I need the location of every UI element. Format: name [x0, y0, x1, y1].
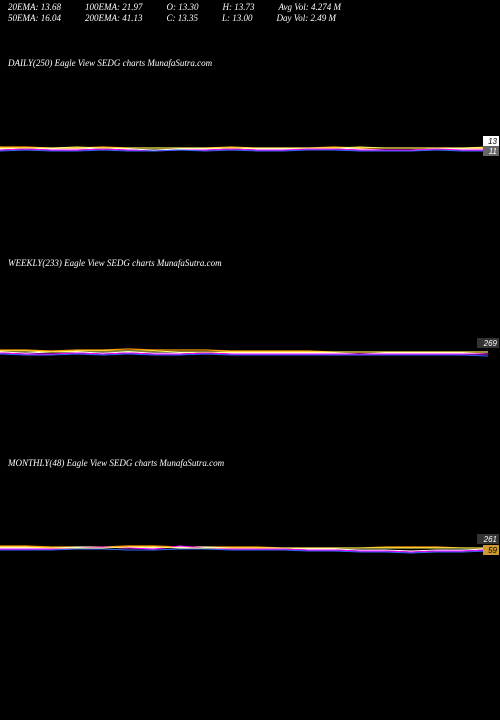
stat-item: C: 13.35	[167, 13, 199, 24]
panel-title: DAILY(250) Eagle View SEDG charts Munafa…	[0, 56, 220, 74]
axis-label: 269	[483, 339, 498, 348]
panel-title: WEEKLY(233) Eagle View SEDG charts Munaf…	[0, 256, 230, 274]
panel-title: MONTHLY(48) Eagle View SEDG charts Munaf…	[0, 456, 232, 474]
right-label: 13	[483, 136, 499, 146]
stat-item: 20EMA: 13.68	[8, 2, 61, 13]
stat-item: Avg Vol: 4.274 M	[279, 2, 342, 13]
stat-row-1: 20EMA: 13.68 100EMA: 21.97 O: 13.30 H: 13.7…	[8, 2, 492, 13]
right-label: 59	[483, 545, 499, 555]
series-line	[0, 353, 488, 354]
series-line	[0, 354, 488, 356]
series-line	[0, 547, 488, 548]
axis-label: 59	[488, 546, 497, 555]
series-line	[0, 149, 488, 151]
axis-label: 261	[483, 535, 497, 544]
series-line	[0, 351, 488, 352]
stat-item: 200EMA: 41.13	[85, 13, 143, 24]
right-label: 269	[477, 338, 499, 348]
series-line	[0, 546, 488, 552]
series-line	[0, 352, 488, 354]
chart-overlay: 1311 269 261 59	[0, 0, 500, 720]
stat-item: Day Vol: 2.49 M	[277, 13, 337, 24]
series-line	[0, 546, 488, 548]
series-line	[0, 349, 488, 352]
header-stats: 20EMA: 13.68 100EMA: 21.97 O: 13.30 H: 13.7…	[0, 0, 500, 28]
series-line	[0, 549, 488, 553]
axis-label: 13	[488, 137, 497, 146]
right-label: 261	[477, 534, 499, 544]
stat-item: 100EMA: 21.97	[85, 2, 143, 13]
series-line	[0, 547, 488, 551]
stat-item: 50EMA: 16.04	[8, 13, 61, 24]
stat-row-2: 50EMA: 16.04 200EMA: 41.13 C: 13.35 L: 13.0…	[8, 13, 492, 24]
axis-label: 11	[489, 147, 497, 156]
series-line	[0, 147, 488, 148]
stat-item: H: 13.73	[223, 2, 255, 13]
series-line	[0, 148, 488, 150]
stat-item: L: 13.00	[222, 13, 253, 24]
right-label: 11	[483, 146, 499, 156]
series-line	[0, 150, 488, 151]
series-line	[0, 147, 488, 148]
stat-item: O: 13.30	[167, 2, 199, 13]
